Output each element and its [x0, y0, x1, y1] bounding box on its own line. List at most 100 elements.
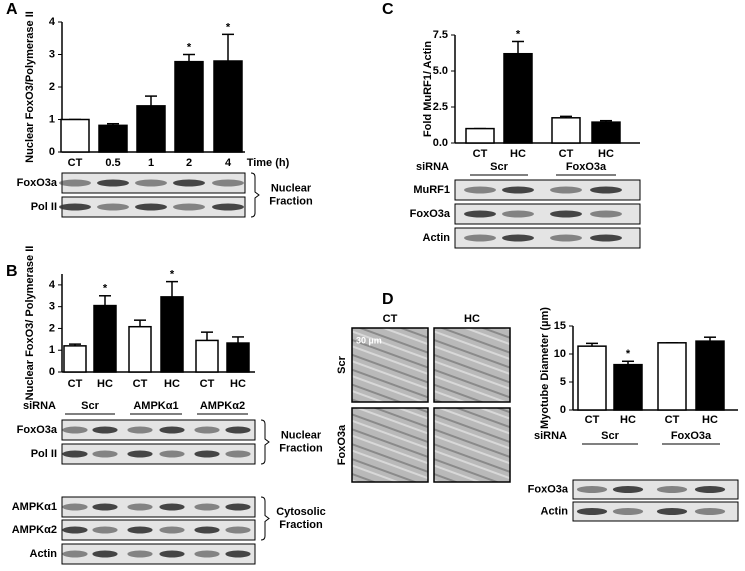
blot-band — [194, 526, 220, 534]
group-label: FoxO3a — [566, 161, 607, 173]
y-axis-label: Nuclear FoxO3/ Polymerase II — [24, 246, 36, 401]
x-axis-label: Time (h) — [247, 157, 290, 169]
bar — [195, 339, 219, 373]
group-title: siRNA — [534, 430, 567, 442]
blot-band — [135, 203, 167, 211]
bar — [465, 127, 495, 144]
scale-label: 30 µm — [356, 335, 382, 345]
blot-band — [97, 179, 129, 187]
y-tick-label: 2 — [49, 322, 55, 334]
blot-band — [590, 186, 622, 194]
blot-band — [550, 186, 582, 194]
blot-band — [127, 450, 153, 458]
y-tick-label: 5.0 — [433, 65, 448, 77]
bar — [613, 363, 643, 411]
blot-band — [159, 426, 185, 434]
micrograph — [433, 327, 511, 403]
x-tick-label: CT — [68, 157, 83, 169]
blot-band — [550, 210, 582, 218]
blot-band — [97, 203, 129, 211]
blot-band — [135, 179, 167, 187]
bar — [213, 60, 243, 153]
micrograph — [351, 327, 429, 403]
blot-label: FoxO3a — [17, 424, 58, 436]
x-tick-label: CT — [200, 378, 215, 390]
y-tick-label: 7.5 — [433, 29, 448, 41]
bar — [174, 60, 204, 153]
blot — [61, 496, 256, 518]
blot-band — [502, 186, 534, 194]
panel-letter: A — [6, 1, 18, 18]
x-tick-label: HC — [164, 378, 180, 390]
y-axis-label: Myotube Diameter (µm) — [539, 307, 551, 429]
blot — [454, 179, 641, 201]
micrograph-column: CT — [383, 313, 398, 325]
group-label: FoxO3a — [671, 430, 712, 442]
panel-letter: D — [382, 291, 394, 308]
x-tick-label: CT — [585, 414, 600, 426]
x-tick-label: 1 — [148, 157, 154, 169]
bar — [60, 118, 90, 153]
blot-label: FoxO3a — [528, 483, 569, 495]
blot-band — [62, 503, 88, 511]
blot-band — [92, 426, 118, 434]
blot-band — [194, 450, 220, 458]
bar — [591, 121, 621, 144]
y-tick-label: 5 — [560, 376, 566, 388]
micrograph-row: FoxO3a — [336, 424, 348, 465]
micrograph-column: HC — [464, 313, 480, 325]
blot-band — [590, 234, 622, 242]
blot-band — [127, 426, 153, 434]
y-tick-label: 2 — [49, 81, 55, 93]
blot-band — [225, 550, 251, 558]
x-tick-label: 0.5 — [105, 157, 120, 169]
blot-band — [550, 234, 582, 242]
bar — [128, 325, 152, 373]
blot-band — [62, 450, 88, 458]
x-tick-label: HC — [230, 378, 246, 390]
y-axis-label: Nuclear FoxO3/Polymerase II — [24, 11, 36, 163]
group-label: AMPKα1 — [133, 400, 178, 412]
y-tick-label: 0 — [49, 366, 55, 378]
bar — [503, 52, 533, 144]
y-tick-label: 0.0 — [433, 137, 448, 149]
blot-band — [159, 503, 185, 511]
blot-band — [173, 179, 205, 187]
y-tick-label: 2.5 — [433, 101, 448, 113]
blot-band — [225, 426, 251, 434]
y-tick-label: 10 — [554, 348, 566, 360]
y-tick-label: 0 — [49, 146, 55, 158]
group-label: Scr — [81, 400, 99, 412]
x-tick-label: HC — [598, 148, 614, 160]
blot-band — [225, 450, 251, 458]
significance: * — [187, 41, 192, 53]
blot-band — [127, 503, 153, 511]
x-tick-label: HC — [510, 148, 526, 160]
blot-band — [464, 234, 496, 242]
blot-band — [194, 503, 220, 511]
blot-band — [194, 550, 220, 558]
x-tick-label: CT — [133, 378, 148, 390]
micrograph-row: Scr — [336, 355, 348, 373]
blot-label: Actin — [541, 505, 569, 517]
blot-band — [194, 426, 220, 434]
section-label: Nuclear Fraction — [279, 429, 323, 454]
blot-label: AMPKα2 — [12, 524, 57, 536]
blot-band — [225, 526, 251, 534]
bar — [657, 342, 687, 411]
blot-band — [212, 203, 244, 211]
blot-band — [173, 203, 205, 211]
y-tick-label: 3 — [49, 48, 55, 60]
blot-label: MuRF1 — [413, 184, 450, 196]
blot-band — [694, 486, 726, 493]
blot-band — [225, 503, 251, 511]
group-label: Scr — [490, 161, 508, 173]
y-tick-label: 1 — [49, 113, 55, 125]
significance: * — [103, 283, 108, 295]
y-axis-label: Fold MuRF1/ Actin — [422, 41, 434, 137]
section-label: Cytosolic Fraction — [276, 506, 326, 531]
blot — [572, 501, 739, 522]
group-title: siRNA — [23, 400, 56, 412]
blot-band — [612, 486, 644, 493]
